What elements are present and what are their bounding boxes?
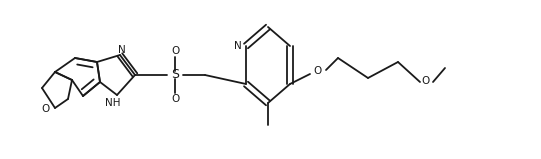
Text: O: O <box>314 66 322 76</box>
Text: N: N <box>118 45 126 55</box>
Text: O: O <box>421 76 429 86</box>
Text: S: S <box>171 69 179 82</box>
Text: NH: NH <box>105 98 121 108</box>
Text: O: O <box>41 104 49 114</box>
Text: N: N <box>234 41 242 51</box>
Text: O: O <box>171 46 179 56</box>
Text: O: O <box>171 94 179 104</box>
